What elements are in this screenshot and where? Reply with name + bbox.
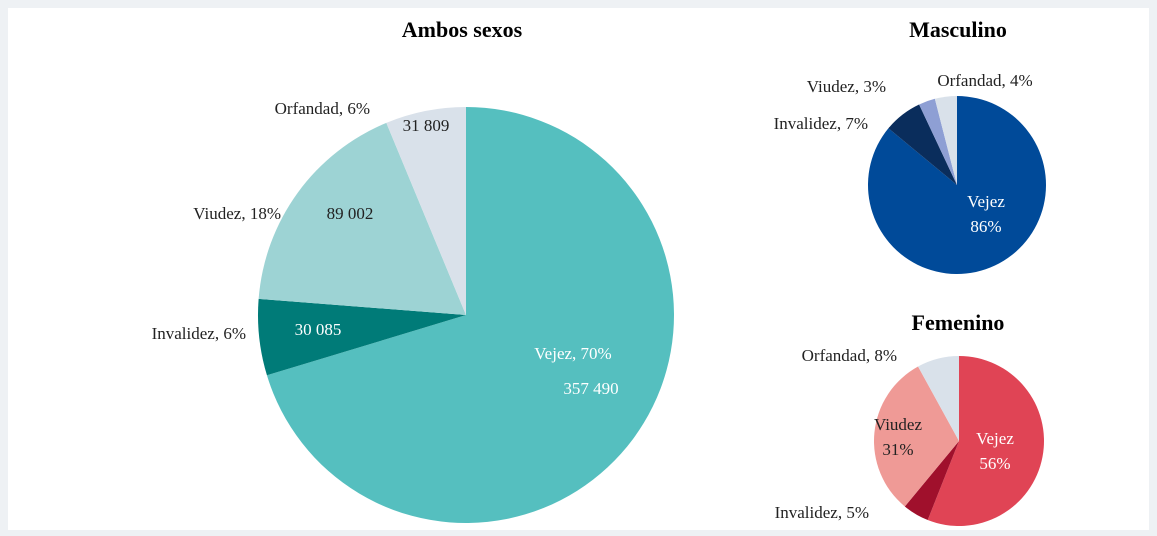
slice-label: 31% <box>882 440 913 459</box>
chart-title: Femenino <box>912 310 1005 335</box>
pie-slice <box>927 356 1044 527</box>
slice-label: Vejez <box>967 192 1005 211</box>
slice-label: Invalidez, 5% <box>775 503 869 522</box>
value-label: 30 085 <box>295 320 342 339</box>
slice-label: Vejez <box>976 429 1014 448</box>
pie-slice <box>919 98 957 185</box>
pie-slice <box>386 107 466 315</box>
slice-label: Orfandad, 8% <box>802 346 897 365</box>
pie-slice <box>874 366 959 507</box>
chart-title: Ambos sexos <box>402 17 523 42</box>
value-label: 357 490 <box>563 379 618 398</box>
slice-label: 56% <box>979 454 1010 473</box>
slice-label: Invalidez, 7% <box>774 114 868 133</box>
slice-label: Viudez, 3% <box>807 77 886 96</box>
value-label: 31 809 <box>403 116 450 135</box>
pie-slice <box>918 356 959 441</box>
slice-label: Vejez, 70% <box>534 344 611 363</box>
slice-label: Invalidez, 6% <box>152 324 246 343</box>
pie-slice <box>258 122 466 315</box>
slice-label: Viudez <box>874 415 923 434</box>
pie-slice <box>904 441 959 521</box>
value-label: 89 002 <box>327 204 374 223</box>
chart-title: Masculino <box>909 17 1007 42</box>
pie-slice <box>258 298 466 376</box>
slice-label: Orfandad, 4% <box>937 71 1032 90</box>
pie-slice <box>868 96 1047 274</box>
slice-label: Viudez, 18% <box>193 204 281 223</box>
pie-slice <box>888 104 957 185</box>
pie-slice <box>266 107 674 523</box>
pie-slice <box>934 96 957 185</box>
slice-label: 86% <box>970 217 1001 236</box>
slice-label: Orfandad, 6% <box>275 99 370 118</box>
